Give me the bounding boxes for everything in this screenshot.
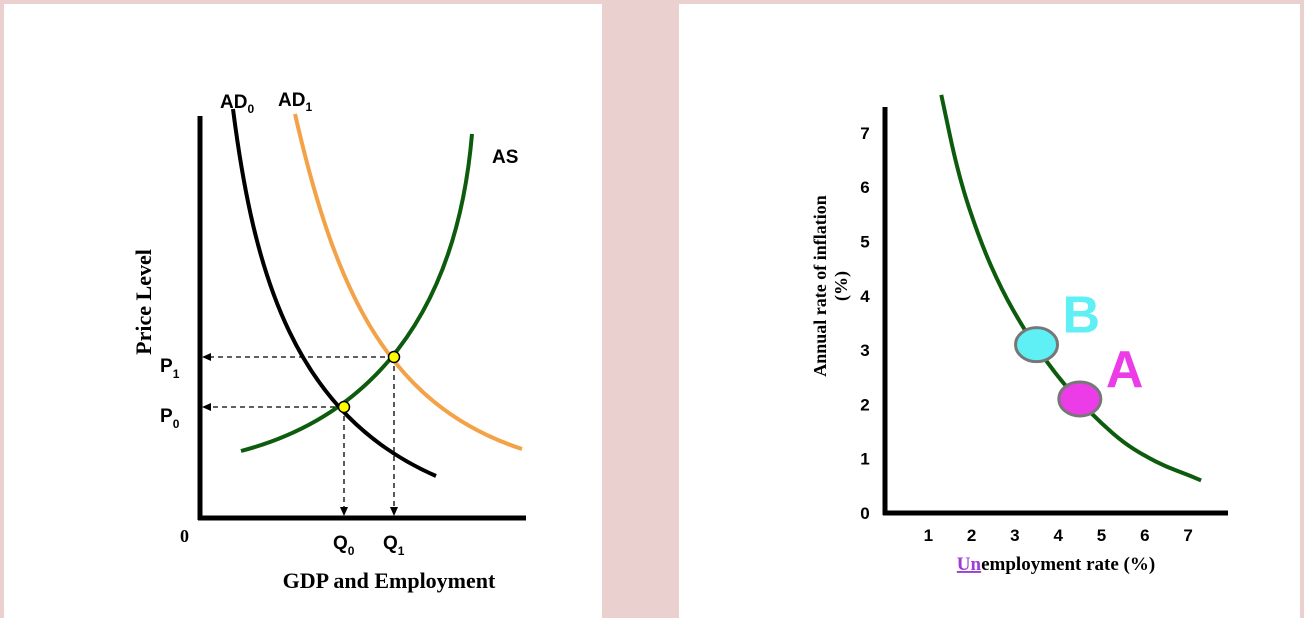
ad1-label: AD1 xyxy=(278,90,312,114)
as-label: AS xyxy=(492,147,518,168)
x-tick-label: 1 xyxy=(924,526,933,545)
x-axis-title-prefix: Un xyxy=(957,554,982,575)
x-tick-label: 5 xyxy=(1097,526,1106,545)
x-tick-label: 6 xyxy=(1140,526,1149,545)
x-axis-title: Unemployment rate (%) xyxy=(957,554,1155,575)
y-tick-label: 0 xyxy=(860,504,869,523)
y-tick-label: 7 xyxy=(860,124,869,143)
x-tick-label: 2 xyxy=(967,526,976,545)
y-tick-label: 6 xyxy=(860,178,869,197)
q1-guide-arrow xyxy=(390,507,398,516)
equilibrium-point-1 xyxy=(387,350,401,364)
x-tick-label: 7 xyxy=(1183,526,1192,545)
x-axis-title: GDP and Employment xyxy=(283,568,496,593)
y-tick-label: 4 xyxy=(860,287,870,306)
y-tick-label: 3 xyxy=(860,341,869,360)
q0-label: Q0 xyxy=(333,533,355,558)
x-tick-label: 3 xyxy=(1010,526,1019,545)
as-curve xyxy=(240,133,474,453)
ad0-curve xyxy=(231,108,437,478)
y-axis-title-line1: Annual rate of inflation xyxy=(810,195,830,377)
point-a-marker xyxy=(1057,380,1103,418)
y-axis-title: Price Level xyxy=(131,249,156,355)
p1-guide-arrow xyxy=(202,353,211,361)
point-a-label: A xyxy=(1106,341,1144,399)
equilibrium-point-0 xyxy=(337,400,351,414)
ad0-label: AD0 xyxy=(220,92,254,116)
x-axis-title-rest: employment rate (%) xyxy=(981,554,1155,575)
ad-as-chart: 0 Price Level GDP and Employment AD0 AD1… xyxy=(131,90,526,593)
q1-label: Q1 xyxy=(383,533,405,558)
origin-label: 0 xyxy=(180,526,189,546)
y-tick-label: 2 xyxy=(860,395,869,414)
p0-guide-arrow xyxy=(202,403,211,411)
point-b-label: B xyxy=(1063,287,1101,345)
ad1-curve xyxy=(293,113,523,451)
point-b-marker xyxy=(1014,326,1060,364)
y-tick-label: 1 xyxy=(860,450,869,469)
p0-label: P0 xyxy=(160,406,180,431)
phillips-curve-chart: 1 2 3 4 5 6 7 0 1 2 3 4 5 6 7 BA Annual rate of inflat… xyxy=(810,94,1228,575)
ad-as-chart-panel: 0 Price Level GDP and Employment AD0 AD1… xyxy=(4,4,602,618)
y-tick-label: 5 xyxy=(860,233,869,252)
q0-guide-arrow xyxy=(340,507,348,516)
p1-label: P1 xyxy=(160,356,180,381)
y-axis-title-line2: (%) xyxy=(831,271,852,301)
x-tick-label: 4 xyxy=(1053,526,1063,545)
